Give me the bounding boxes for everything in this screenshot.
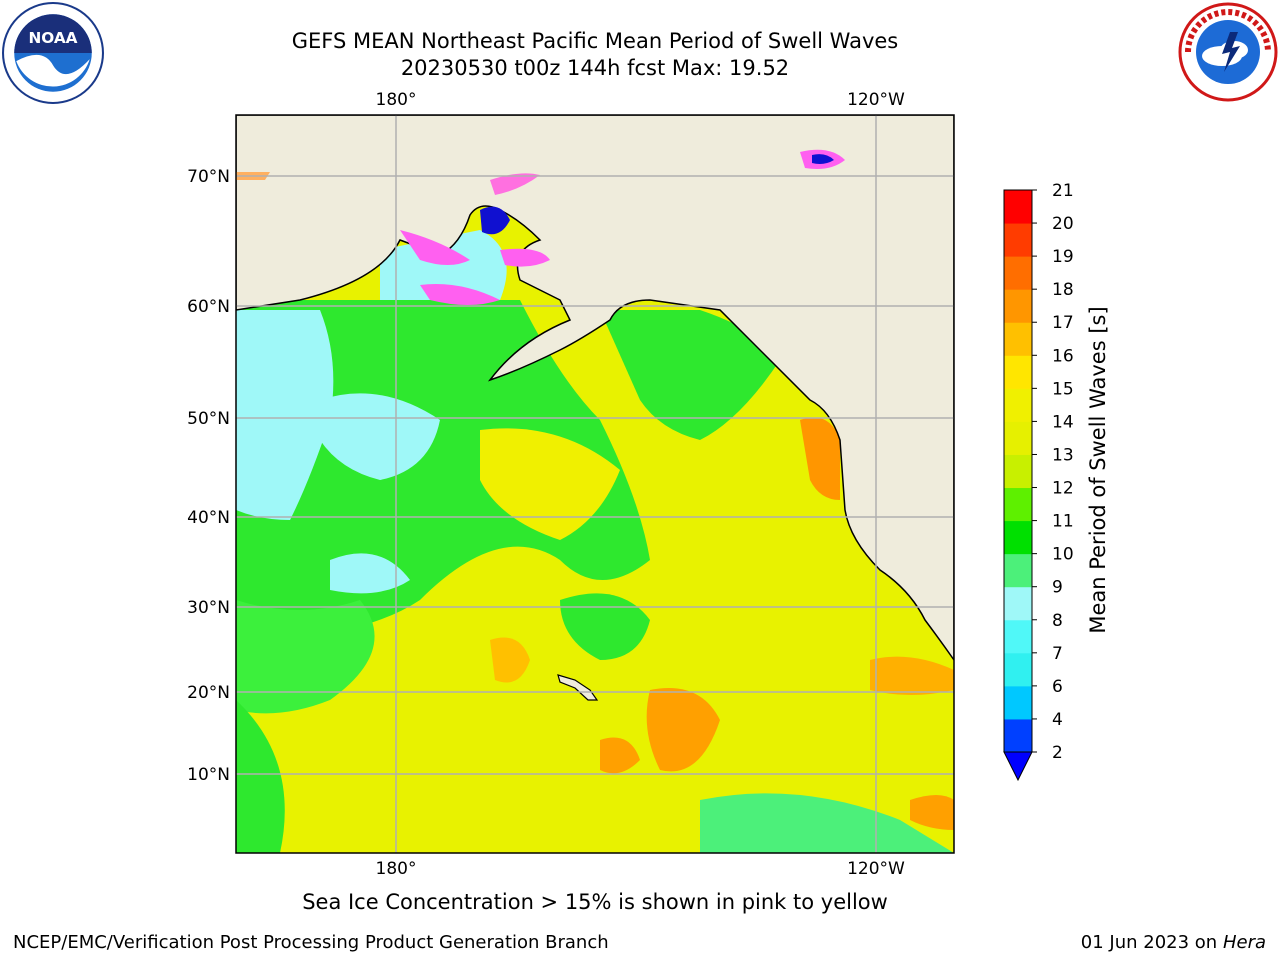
colorbar-segment — [1004, 289, 1032, 323]
lon-label-top-180: 180° — [376, 90, 417, 110]
colorbar-segment — [1004, 421, 1032, 455]
colorbar-tick-label: 17 — [1052, 313, 1074, 333]
colorbar-tick-label: 21 — [1052, 181, 1074, 201]
orange-patch-south — [600, 737, 640, 774]
sea-ice-bering-1 — [400, 230, 470, 265]
yellow-patch-central — [480, 428, 620, 540]
lon-label-bottom-180: 180° — [376, 859, 417, 879]
colorbar-tick-label: 7 — [1052, 644, 1063, 664]
land-mass — [236, 115, 954, 662]
colorbar-tick-label: 10 — [1052, 545, 1074, 565]
colorbar-segment — [1004, 685, 1032, 720]
cyan-patch-aleutian — [320, 393, 440, 480]
chart-title: GEFS MEAN Northeast Pacific Mean Period … — [291, 29, 899, 53]
noaa-logo-icon: NOAA — [2, 2, 104, 104]
lat-label-40n: 40°N — [187, 508, 230, 528]
colorbar-tick-label: 18 — [1052, 280, 1074, 300]
colorbar-tick-label: 16 — [1052, 346, 1074, 366]
sea-ice-note: Sea Ice Concentration > 15% is shown in … — [302, 890, 888, 914]
lon-label-top-120w: 120°W — [847, 90, 905, 110]
colorbar-segment — [1004, 619, 1032, 654]
colorbar: 2 4 6 7 8 9 10 11 12 13 14 15 16 17 18 19 20 21 — [1003, 181, 1074, 782]
run-date-text: 01 Jun 2023 on — [1080, 932, 1218, 953]
colorbar-segment — [1004, 256, 1032, 290]
colorbar-tick-label: 11 — [1052, 512, 1074, 532]
colorbar-tick-label: 14 — [1052, 412, 1074, 432]
colorbar-tick-label: 9 — [1052, 578, 1063, 598]
lat-label-70n: 70°N — [187, 167, 230, 187]
cyan-region-bering — [380, 230, 507, 300]
colorbar-frame — [1003, 189, 1033, 753]
colorbar-tick-label: 2 — [1052, 743, 1063, 763]
colorbar-tick-label: 12 — [1052, 479, 1074, 499]
orange-patch-far-southeast — [910, 795, 954, 830]
colorbar-tick-label: 8 — [1052, 611, 1063, 631]
green-region-south — [700, 793, 954, 853]
sea-ice-core-1 — [480, 206, 510, 235]
colorbar-segment — [1004, 520, 1032, 555]
lon-label-bottom-120w: 120°W — [847, 859, 905, 879]
orange-patch-central — [490, 637, 530, 683]
colorbar-segment — [1004, 553, 1032, 588]
hawaii-islands — [557, 674, 599, 701]
map-frame — [235, 114, 955, 854]
cyan-region-northwest — [236, 310, 334, 520]
credit-line: NCEP/EMC/Verification Post Processing Pr… — [13, 932, 609, 953]
lat-label-20n: 20°N — [187, 683, 230, 703]
chart-subtitle: 20230530 t00z 144h fcst Max: 19.52 — [400, 56, 790, 80]
sea-ice-bering-2 — [420, 284, 500, 305]
colorbar-segment — [1004, 355, 1032, 389]
colorbar-tick-label: 19 — [1052, 247, 1074, 267]
green-patch-central — [560, 593, 650, 660]
colorbar-segment — [1004, 487, 1032, 522]
sea-ice-chukchi — [490, 173, 540, 195]
colorbar-segment — [1004, 652, 1032, 687]
green-region-north — [236, 300, 650, 640]
colorbar-segment — [1004, 322, 1032, 356]
nws-logo-icon — [1178, 2, 1278, 102]
colorbar-tick-label: 4 — [1052, 710, 1063, 730]
green-region-west — [236, 600, 375, 714]
colorbar-segment — [1004, 454, 1032, 489]
colorbar-tick-label: 20 — [1052, 214, 1074, 234]
lat-label-30n: 30°N — [187, 598, 230, 618]
colorbar-segment — [1004, 388, 1032, 422]
orange-patch-coast — [800, 417, 840, 500]
run-date: 01 Jun 2023 on Hera — [1081, 932, 1266, 953]
colorbar-tick-label: 6 — [1052, 677, 1063, 697]
cyan-patch-central — [330, 553, 410, 594]
host-name: Hera — [1222, 932, 1266, 953]
orange-patch-southeast — [870, 656, 954, 695]
colorbar-segment — [1004, 718, 1032, 753]
colorbar-segment — [1004, 190, 1032, 224]
lat-label-50n: 50°N — [187, 409, 230, 429]
colorbar-label: Mean Period of Swell Waves [s] — [1086, 306, 1110, 633]
colorbar-segment — [1004, 586, 1032, 621]
lat-label-10n: 10°N — [187, 765, 230, 785]
green-region-gulf — [600, 310, 780, 440]
colorbar-tick-label: 13 — [1052, 445, 1074, 465]
colorbar-extend-arrow — [1003, 751, 1033, 782]
lat-label-60n: 60°N — [187, 297, 230, 317]
sea-ice-bering-3 — [500, 248, 550, 267]
colorbar-tick-label: 15 — [1052, 379, 1074, 399]
graticule — [236, 115, 954, 853]
svg-text:NOAA: NOAA — [28, 29, 77, 47]
map-field — [236, 115, 954, 853]
sea-ice-core-2 — [812, 154, 834, 164]
orange-patch-east — [646, 688, 720, 772]
colorbar-segment — [1004, 223, 1032, 257]
green-region-southwest — [236, 700, 285, 853]
